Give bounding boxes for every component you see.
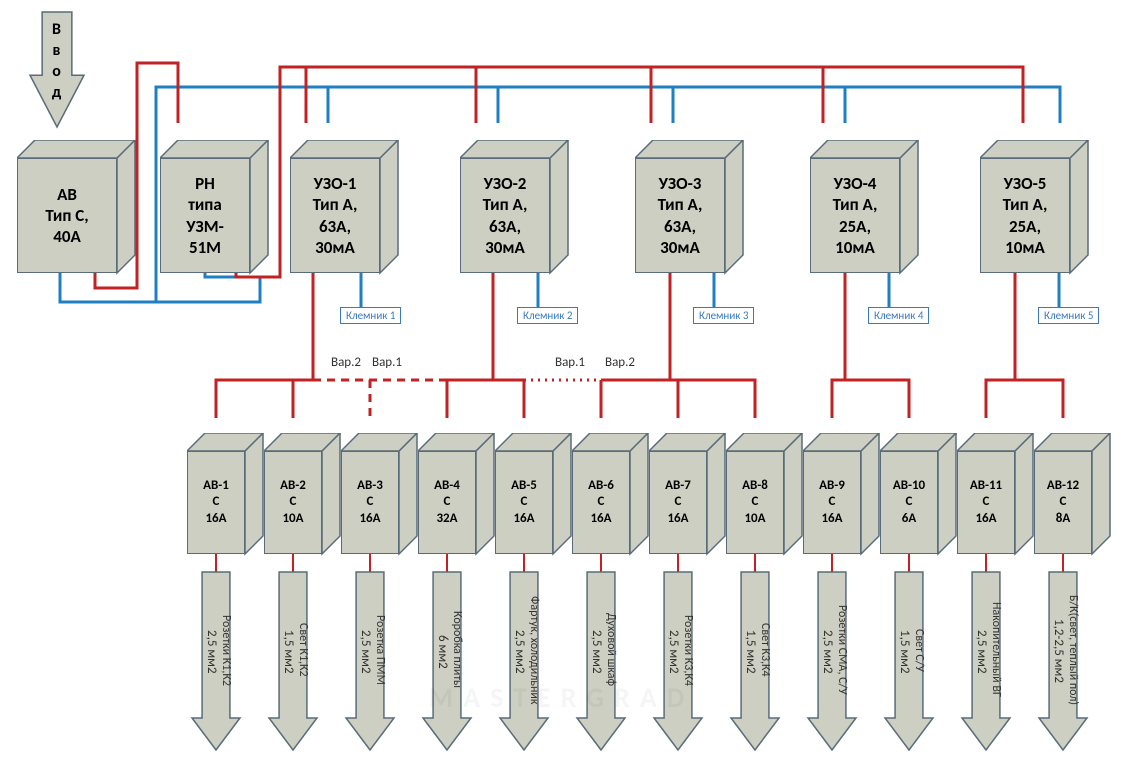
output-desc-9: Розетки СМА, С/У xyxy=(835,577,849,723)
output-wire-2: 1,5 мм2 xyxy=(281,582,296,721)
output-wire-4: 6 мм2 xyxy=(435,582,450,721)
output-desc-2: Свет К1,К2 xyxy=(296,577,310,723)
output-desc-8: Свет К3,К4 xyxy=(758,577,772,723)
input-label: Ввод xyxy=(47,20,66,104)
output-wire-7: 2,5 мм2 xyxy=(666,582,681,721)
output-desc-11: Накопительный ВГ xyxy=(989,577,1003,723)
klemnik-3: Клемник 3 xyxy=(693,307,754,324)
var-label-2: Вар.1 xyxy=(372,355,402,370)
output-wire-9: 2,5 мм2 xyxy=(820,582,835,721)
output-wire-6: 2,5 мм2 xyxy=(589,582,604,721)
output-desc-12: Б/К(свет, теплый пол) xyxy=(1066,577,1080,723)
output-wire-8: 1,5 мм2 xyxy=(743,582,758,721)
klemnik-5: Клемник 5 xyxy=(1038,307,1099,324)
output-desc-3: Розетка ПММ xyxy=(373,577,387,723)
output-desc-7: Розетки К3,К4 xyxy=(681,577,695,723)
output-desc-6: Духовой шкаф xyxy=(604,577,618,723)
output-desc-4: Коробка плиты xyxy=(450,577,464,723)
var-label-1: Вар.2 xyxy=(331,355,361,370)
klemnik-2: Клемник 2 xyxy=(517,307,578,324)
output-wire-12: 1,2-2,5 мм2 xyxy=(1051,582,1066,721)
klemnik-1: Клемник 1 xyxy=(340,307,401,324)
output-wire-3: 2,5 мм2 xyxy=(358,582,373,721)
var-label-4: Вар.2 xyxy=(605,355,635,370)
output-desc-5: Фартук, холодильник xyxy=(527,577,541,723)
output-wire-1: 2,5 мм2 xyxy=(204,582,219,721)
klemnik-4: Клемник 4 xyxy=(868,307,929,324)
output-wire-10: 1,5 мм2 xyxy=(897,582,912,721)
output-wire-11: 2,5 мм2 xyxy=(974,582,989,721)
output-desc-1: Розетки К1,К2 xyxy=(219,577,233,723)
output-desc-10: Свет С/У xyxy=(912,577,926,723)
var-label-3: Вар.1 xyxy=(555,355,585,370)
output-wire-5: 2,5 мм2 xyxy=(512,582,527,721)
